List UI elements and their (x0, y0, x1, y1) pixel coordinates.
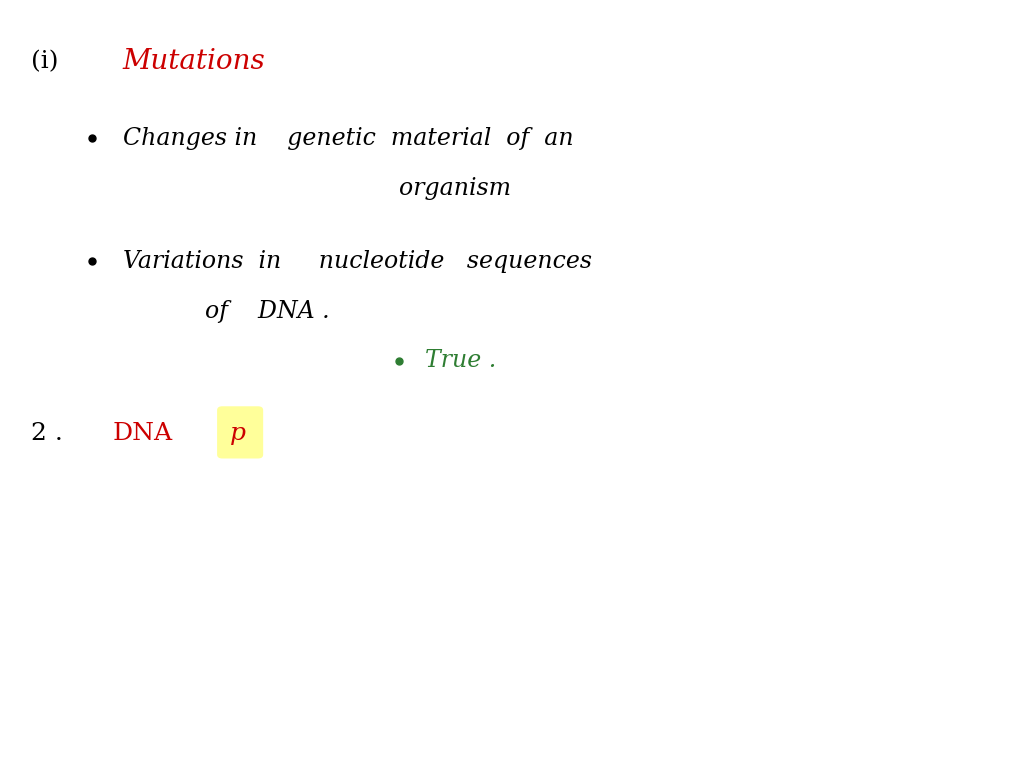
Text: Changes in    genetic  material  of  an: Changes in genetic material of an (123, 127, 573, 150)
Text: Mutations: Mutations (123, 48, 265, 75)
Text: DNA: DNA (113, 422, 173, 445)
Text: organism: organism (399, 177, 511, 200)
Text: p: p (230, 422, 247, 445)
FancyBboxPatch shape (217, 406, 263, 458)
Text: (i): (i) (31, 50, 58, 73)
Text: True .: True . (425, 349, 497, 372)
Text: of    DNA .: of DNA . (205, 300, 330, 323)
Text: 2 .: 2 . (31, 422, 62, 445)
Text: Variations  in     nucleotide   sequences: Variations in nucleotide sequences (123, 250, 592, 273)
